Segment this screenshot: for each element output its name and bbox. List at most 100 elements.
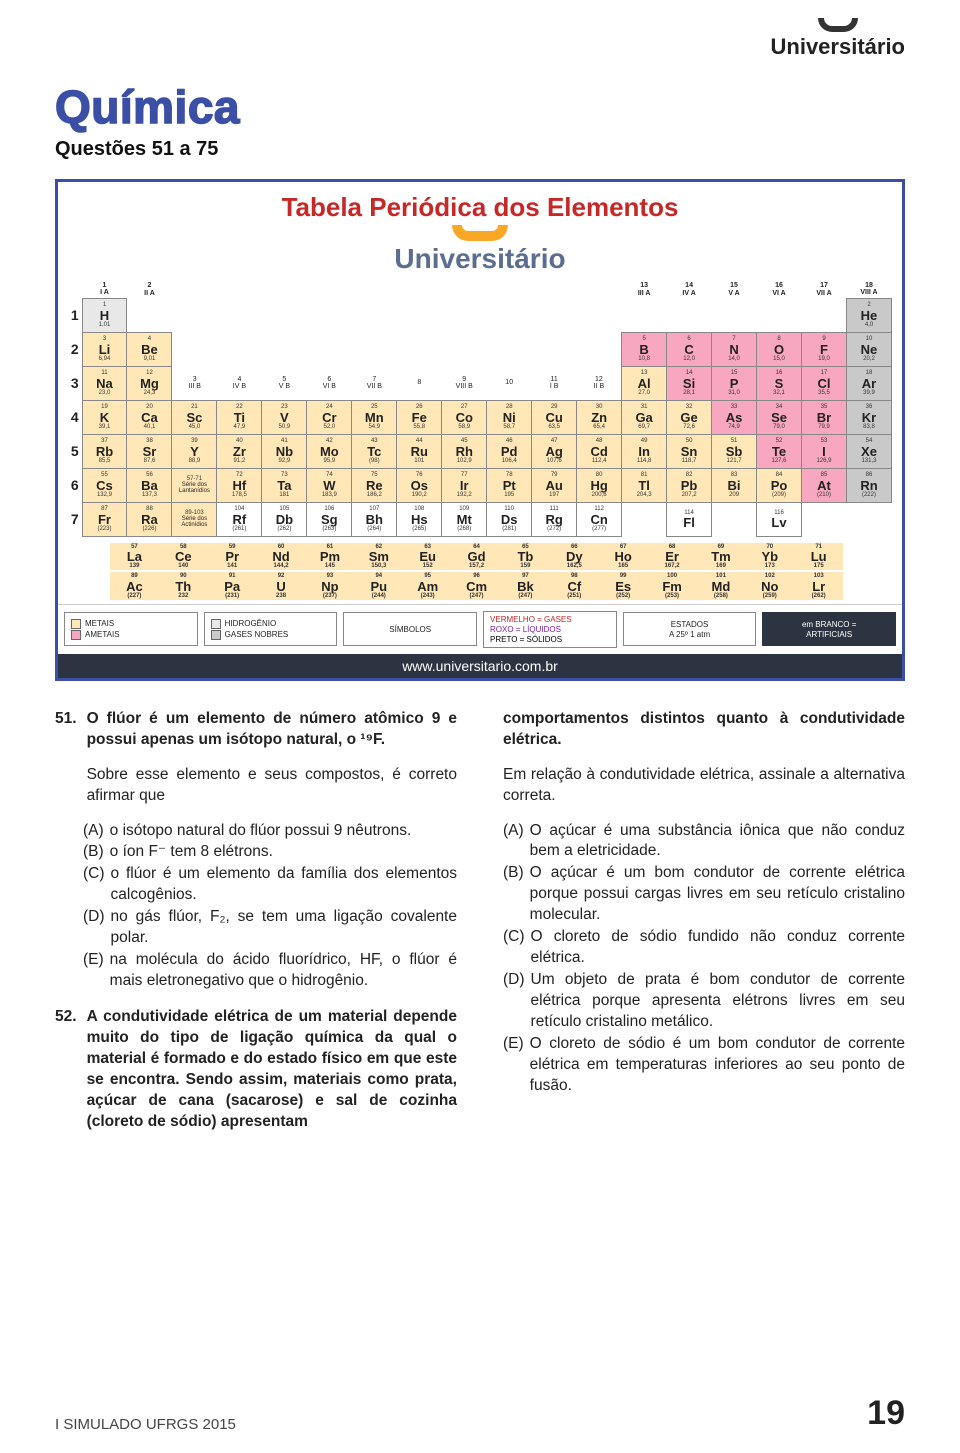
subject-title: Química [55, 80, 905, 134]
option: (C)O cloreto de sódio fundido não conduz… [503, 927, 905, 969]
option: (B)o íon F⁻ tem 8 elétrons. [83, 842, 457, 863]
element-Al: 13Al27,0 [622, 366, 667, 400]
element-Nb: 41Nb92,9 [262, 434, 307, 468]
element-At: 85At(210) [802, 468, 847, 502]
element-Mo: 42Mo95,9 [307, 434, 352, 468]
element-Be: 4Be9,01 [127, 332, 172, 366]
element-Ba: 56Ba137,3 [127, 468, 172, 502]
q52-number: 52. [55, 1007, 77, 1133]
legend-states-colors: VERMELHO = GASESROXO = LÍQUIDOSPRETO = S… [483, 611, 617, 648]
element-Ge: 32Ge72,6 [667, 400, 712, 434]
q52-stem-b: comportamentos distintos quanto à condut… [503, 709, 905, 751]
option: (E)na molécula do ácido fluorídrico, HF,… [83, 950, 457, 992]
element-Po: 84Po(209) [757, 468, 802, 502]
element-Bk: 97Bk(247) [501, 572, 550, 600]
url-bar: www.universitario.com.br [58, 654, 902, 678]
option: (A)o isótopo natural do flúor possui 9 n… [83, 821, 457, 842]
element-Tb: 65Tb159 [501, 543, 550, 571]
element-grid: 1 I A2 II A13 III A14 IV A15 V A16 VI A1… [68, 281, 892, 537]
q51-stem: 51. O flúor é um elemento de número atôm… [55, 709, 457, 751]
element-Ru: 44Ru101 [397, 434, 442, 468]
element-Cl: 17Cl35,5 [802, 366, 847, 400]
element-: 89-103Série dos Actinídios [172, 502, 217, 536]
element-Mt: 109Mt(268) [442, 502, 487, 536]
element-Pb: 82Pb207,2 [667, 468, 712, 502]
element-Ho: 67Ho165 [599, 543, 648, 571]
element-Es: 99Es(252) [599, 572, 648, 600]
brand-logo: Universitário [771, 18, 906, 60]
ptable-brand: Universitário [68, 225, 892, 275]
element-Pt: 78Pt195 [487, 468, 532, 502]
element-Tm: 69Tm169 [697, 543, 746, 571]
element-Hs: 108Hs(265) [397, 502, 442, 536]
element-Pd: 46Pd106,4 [487, 434, 532, 468]
option: (D)Um objeto de prata é bom condutor de … [503, 970, 905, 1033]
element-La: 57La139 [110, 543, 159, 571]
element-Sb: 51Sb121,7 [712, 434, 757, 468]
element-Ar: 18Ar39,9 [846, 366, 891, 400]
element-Cn: 112Cn(277) [577, 502, 622, 536]
element-Dy: 66Dy162,5 [550, 543, 599, 571]
element-Sc: 21Sc45,0 [172, 400, 217, 434]
element-Ag: 47Ag107,6 [532, 434, 577, 468]
element-Np: 93Np(237) [306, 572, 355, 600]
legend-artificial: em BRANCO =ARTIFICIAIS [762, 612, 896, 646]
element-S: 16S32,1 [757, 366, 802, 400]
element-Rf: 104Rf(261) [217, 502, 262, 536]
element-Lr: 103Lr(262) [794, 572, 843, 600]
question-range: Questões 51 a 75 [55, 138, 905, 161]
ptable-title: Tabela Periódica dos Elementos [68, 192, 892, 223]
ptable-brand-text: Universitário [68, 243, 892, 275]
page-footer: I SIMULADO UFRGS 2015 19 [55, 1394, 905, 1433]
element-Kr: 36Kr83,8 [846, 400, 891, 434]
element-Ne: 10Ne20,2 [846, 332, 891, 366]
legend-hydrogen: HIDROGÊNIOGASES NOBRES [204, 612, 338, 646]
element-Zr: 40Zr91,2 [217, 434, 262, 468]
element-Sg: 106Sg(263) [307, 502, 352, 536]
element-Ir: 77Ir192,2 [442, 468, 487, 502]
element-Ti: 22Ti47,9 [217, 400, 262, 434]
element-Rn: 86Rn(222) [846, 468, 891, 502]
element-Cf: 98Cf(251) [550, 572, 599, 600]
element-Sn: 50Sn118,7 [667, 434, 712, 468]
element-: 57-71Série dos Lantanídios [172, 468, 217, 502]
element-Mn: 25Mn54,9 [352, 400, 397, 434]
option: (D)no gás flúor, F₂, se tem uma ligação … [83, 907, 457, 949]
q51-number: 51. [55, 709, 77, 751]
element-Fr: 87Fr(223) [82, 502, 127, 536]
element-Ds: 110Ds(281) [487, 502, 532, 536]
legend-symbols: SÍMBOLOS [343, 612, 477, 646]
element-Lu: 71Lu175 [794, 543, 843, 571]
element-Pa: 91Pa(231) [208, 572, 257, 600]
element-I: 53I126,9 [802, 434, 847, 468]
element-Pu: 94Pu(244) [354, 572, 403, 600]
option: (A)O açúcar é uma substância iônica que … [503, 821, 905, 863]
element-Cs: 55Cs132,9 [82, 468, 127, 502]
element-Co: 27Co58,9 [442, 400, 487, 434]
element-Bi: 83Bi209 [712, 468, 757, 502]
element-As: 33As74,9 [712, 400, 757, 434]
q52-stem: 52. A condutividade elétrica de um mater… [55, 1007, 457, 1133]
element-Ta: 73Ta181 [262, 468, 307, 502]
element-Rb: 37Rb85,5 [82, 434, 127, 468]
element-Y: 39Y88,9 [172, 434, 217, 468]
element-H: 1H1,01 [82, 298, 127, 332]
option: (E)O cloreto de sódio é um bom condutor … [503, 1034, 905, 1097]
q51-lead: 51. Sobre esse elemento e seus compostos… [55, 765, 457, 807]
smile-icon [818, 18, 858, 32]
element-B: 5B10,8 [622, 332, 667, 366]
questions-area: 51. O flúor é um elemento de número atôm… [55, 709, 905, 1147]
element-Au: 79Au197 [532, 468, 577, 502]
element-Nd: 60Nd144,2 [257, 543, 306, 571]
element-Cr: 24Cr52,0 [307, 400, 352, 434]
element-Ni: 28Ni58,7 [487, 400, 532, 434]
element-Cu: 29Cu63,5 [532, 400, 577, 434]
element-Ca: 20Ca40,1 [127, 400, 172, 434]
element-Na: 11Na23,0 [82, 366, 127, 400]
q52-lead: Em relação à condutividade elétrica, ass… [503, 765, 905, 807]
element-Fl: 114Fl [667, 502, 712, 536]
element-Mg: 12Mg24,3 [127, 366, 172, 400]
element-Ce: 58Ce140 [159, 543, 208, 571]
element-V: 23V50,9 [262, 400, 307, 434]
element-Xe: 54Xe131,3 [846, 434, 891, 468]
